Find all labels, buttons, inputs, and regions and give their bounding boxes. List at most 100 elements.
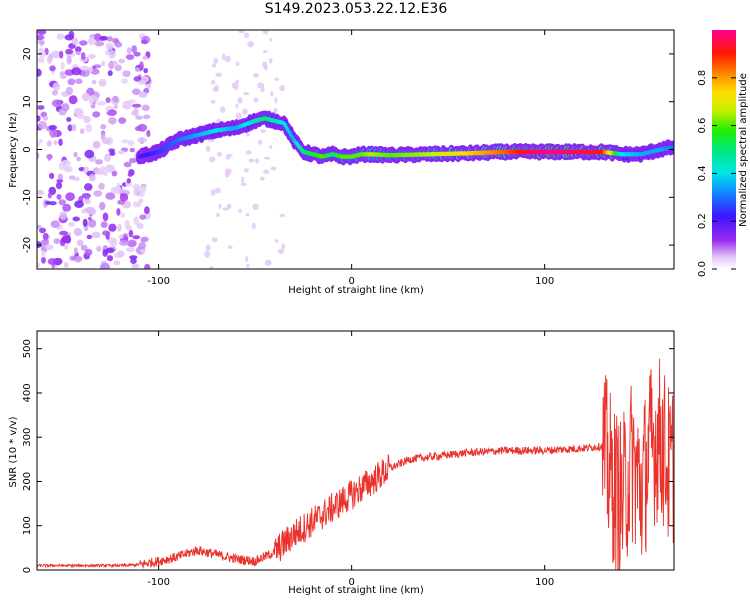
noise-speckle bbox=[105, 42, 114, 51]
noise-speckle bbox=[63, 244, 69, 250]
noise-speckle bbox=[140, 39, 148, 45]
colorbar: 0.0 0.2 0.4 0.6 0.8 Normalized spectral ampl… bbox=[697, 30, 749, 277]
noise-speckle bbox=[37, 224, 42, 230]
noise-speckle bbox=[252, 203, 259, 210]
noise-speckle bbox=[37, 262, 41, 268]
colorbar-tick-label: 0.8 bbox=[697, 70, 708, 86]
noise-speckle bbox=[264, 156, 270, 160]
noise-speckle bbox=[235, 61, 240, 67]
noise-speckle bbox=[88, 173, 96, 182]
noise-speckle bbox=[253, 97, 259, 103]
noise-speckle bbox=[100, 36, 108, 41]
noise-speckle bbox=[210, 79, 216, 85]
noise-speckle bbox=[66, 117, 72, 122]
noise-speckle bbox=[263, 169, 270, 174]
noise-speckle bbox=[51, 99, 62, 108]
noise-speckle bbox=[210, 189, 216, 197]
noise-speckle bbox=[104, 164, 115, 173]
colorbar-ticks: 0.0 0.2 0.4 0.6 0.8 bbox=[697, 70, 736, 277]
noise-speckle bbox=[241, 176, 245, 184]
noise-speckle bbox=[204, 250, 211, 258]
colorbar-gradient bbox=[712, 30, 736, 269]
noise-speckle bbox=[38, 40, 45, 45]
noise-speckle bbox=[75, 78, 83, 85]
noise-speckle bbox=[124, 219, 130, 229]
noise-speckle bbox=[68, 30, 75, 39]
noise-speckle bbox=[281, 243, 285, 250]
noise-speckle bbox=[88, 66, 94, 73]
noise-speckle bbox=[101, 138, 111, 145]
snr-frame bbox=[36, 330, 675, 571]
noise-speckle bbox=[279, 213, 286, 218]
noise-speckle bbox=[42, 115, 49, 121]
noise-speckle bbox=[47, 258, 58, 265]
noise-speckle bbox=[67, 78, 76, 86]
noise-speckle bbox=[79, 65, 90, 71]
noise-speckle bbox=[262, 61, 268, 69]
noise-speckle bbox=[122, 70, 131, 78]
noise-speckle bbox=[55, 181, 63, 190]
noise-speckle bbox=[235, 103, 239, 109]
noise-speckle bbox=[143, 68, 148, 74]
noise-speckle bbox=[74, 200, 84, 208]
noise-speckle bbox=[237, 97, 243, 104]
noise-speckle bbox=[51, 50, 62, 59]
noise-speckle bbox=[47, 192, 53, 199]
noise-speckle bbox=[56, 178, 64, 183]
noise-speckle bbox=[268, 145, 273, 149]
noise-speckle bbox=[94, 41, 105, 47]
noise-speckle bbox=[118, 58, 126, 64]
noise-speckle bbox=[140, 76, 150, 83]
noise-speckle bbox=[37, 34, 45, 41]
noise-speckle bbox=[144, 263, 151, 269]
noise-speckle bbox=[129, 147, 135, 153]
noise-speckle bbox=[121, 78, 129, 84]
noise-speckle bbox=[72, 216, 80, 222]
noise-speckle bbox=[128, 229, 134, 238]
noise-speckle bbox=[274, 77, 279, 82]
noise-speckle bbox=[84, 248, 93, 256]
noise-speckle bbox=[73, 176, 80, 182]
noise-speckle bbox=[277, 248, 285, 255]
colorbar-tick-label: 0.4 bbox=[697, 165, 708, 181]
noise-speckle bbox=[49, 172, 55, 179]
noise-speckle bbox=[243, 92, 250, 96]
noise-speckle bbox=[254, 158, 260, 164]
noise-speckle bbox=[227, 245, 233, 250]
noise-speckle bbox=[132, 88, 141, 95]
noise-speckle bbox=[81, 92, 91, 102]
noise-speckle bbox=[238, 208, 242, 214]
noise-speckle bbox=[264, 259, 272, 266]
noise-speckle bbox=[65, 192, 75, 202]
noise-speckle bbox=[105, 192, 116, 200]
noise-speckle bbox=[84, 183, 93, 191]
noise-speckle bbox=[114, 64, 122, 72]
noise-speckle bbox=[127, 140, 135, 146]
noise-speckle bbox=[133, 51, 141, 57]
noise-speckle bbox=[104, 263, 111, 269]
noise-speckle bbox=[85, 124, 93, 133]
x-tick-label: 0 bbox=[348, 577, 354, 588]
spectrogram-marks bbox=[37, 30, 674, 269]
noise-speckle bbox=[98, 182, 105, 190]
noise-speckle bbox=[240, 182, 247, 186]
noise-speckle bbox=[118, 150, 125, 155]
noise-speckle bbox=[116, 182, 121, 192]
noise-speckle bbox=[71, 124, 77, 132]
noise-speckle bbox=[58, 199, 67, 206]
noise-speckle bbox=[249, 40, 253, 47]
noise-speckle bbox=[251, 222, 256, 230]
noise-speckle bbox=[37, 115, 41, 122]
noise-speckle bbox=[141, 104, 150, 112]
noise-speckle bbox=[106, 111, 115, 116]
noise-speckle bbox=[216, 212, 220, 217]
y-tick-label: 400 bbox=[22, 383, 33, 402]
noise-speckle bbox=[138, 91, 148, 98]
noise-speckle bbox=[73, 151, 78, 158]
noise-speckle bbox=[132, 235, 141, 240]
noise-speckle bbox=[82, 218, 88, 227]
noise-speckle bbox=[88, 36, 96, 46]
noise-speckle bbox=[142, 55, 148, 60]
noise-speckle bbox=[116, 208, 121, 216]
